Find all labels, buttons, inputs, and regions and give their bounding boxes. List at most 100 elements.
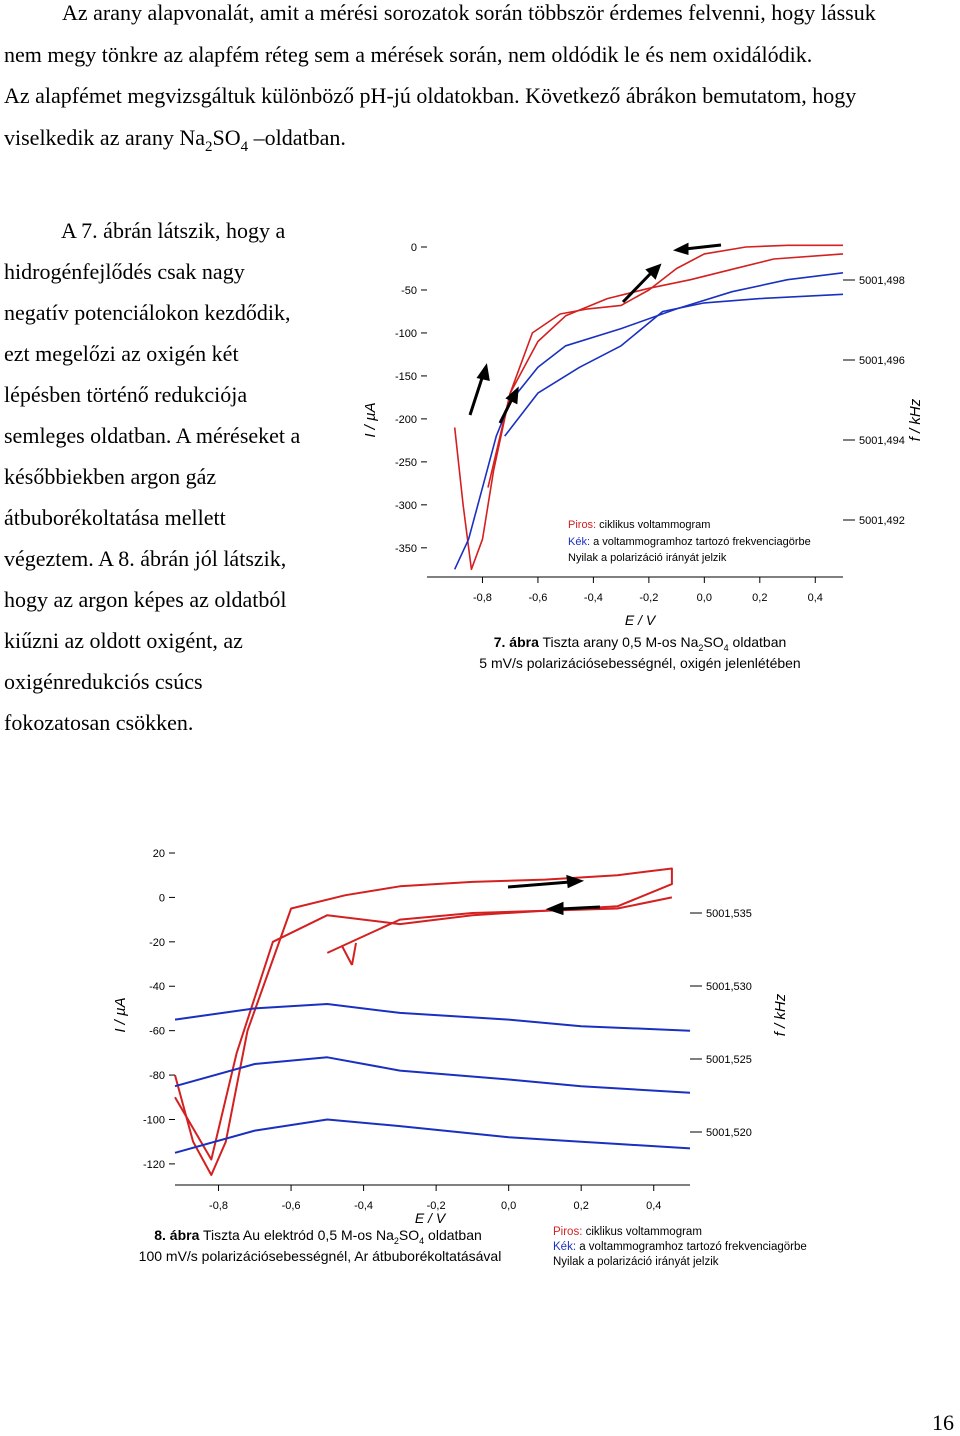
- fig7-y-ticks: 0 -50 -100 -150 -200 -250 -300 -350: [395, 242, 427, 555]
- fig7-ytick-label: -200: [395, 414, 417, 426]
- fig7-ytick-label: -300: [395, 500, 417, 512]
- fig7-series-line: [487, 244, 843, 488]
- fig7-xtick-label: 0,0: [697, 592, 712, 604]
- fig8-series: [174, 867, 691, 1176]
- left-line: semleges oldatban. A méréseket a: [4, 423, 301, 448]
- intro-line-1: Az arany alapvonalát, amit a mérési soro…: [62, 0, 876, 25]
- fig8-ytick-label: -60: [149, 1026, 165, 1038]
- intro-line-4: viselkedik az arany Na2SO4 –oldatban.: [0, 117, 960, 159]
- fig7-caption-pre: Tiszta arany 0,5 M-os Na: [539, 634, 699, 650]
- fig7-arrow: [498, 396, 515, 424]
- fig8-legend-blue-label: Kék:: [553, 1241, 576, 1253]
- fig8-red-arrow-line: [341, 945, 353, 966]
- fig8-xtick-label: -0,2: [427, 1200, 446, 1212]
- fig7-legend-blue-text: a voltammogramhoz tartozó frekvenciagörb…: [590, 536, 811, 548]
- fig8-ytick-label: -100: [143, 1114, 165, 1126]
- left-line: negatív potenciálokon kezdődik,: [4, 300, 291, 325]
- fig8-arrow-head: [566, 874, 585, 889]
- intro-line-4-pre: viselkedik az arany Na: [4, 124, 205, 150]
- intro-paragraph: Az arany alapvonalát, amit a mérési soro…: [0, 0, 960, 158]
- fig8-series-line: [174, 1003, 691, 1032]
- fig8-caption-pre: Tiszta Au elektród 0,5 M-os Na: [199, 1227, 394, 1243]
- fig8-xtick-label: 0,4: [646, 1200, 661, 1212]
- intro-sub-2: 2: [204, 138, 213, 155]
- fig7-legend-red-text: ciklikus voltammogram: [596, 519, 710, 531]
- left-line: fokozatosan csökken.: [4, 710, 194, 735]
- fig7-ytick-label: -150: [395, 371, 417, 383]
- fig7-series: [453, 244, 844, 571]
- intro-line-2: nem megy tönkre az alapfém réteg sem a m…: [4, 41, 813, 67]
- left-line: későbbiekben argon gáz: [4, 464, 217, 489]
- fig7-ytick-label: -100: [395, 328, 417, 340]
- fig7-y2tick-label: 5001,498: [859, 275, 905, 287]
- fig7-legend-blue: Kék: a voltammogramhoz tartozó frekvenci…: [568, 536, 811, 548]
- fig7-series-line: [453, 272, 844, 570]
- fig8-ytick-label: -80: [149, 1070, 165, 1082]
- fig8-xlabel: E / V: [415, 1210, 447, 1226]
- fig7-xtick-label: -0,2: [639, 592, 658, 604]
- fig8-series-line: [174, 1118, 691, 1154]
- fig8-series-line: [174, 896, 673, 1161]
- fig7-legend-red: Piros: ciklikus voltammogram: [568, 519, 710, 531]
- fig8-legend-red-label: Piros:: [553, 1226, 582, 1238]
- fig7-caption-mid: SO: [703, 634, 723, 650]
- fig8-legend-arrows: Nyilak a polarizáció irányát jelzik: [553, 1256, 719, 1268]
- fig7-y2-ticks: 5001,498 5001,496 5001,494 5001,492: [843, 275, 905, 527]
- left-line: végeztem. A 8. ábrán jól látszik,: [4, 546, 287, 571]
- fig8-caption-line2: 100 mV/s polarizációsebességnél, Ar átbu…: [139, 1248, 502, 1264]
- fig7-arrow-head: [645, 263, 662, 280]
- fig7-caption-sub1: 2: [698, 643, 703, 653]
- left-line: hogy az argon képes az oldatból: [4, 587, 287, 612]
- left-line: ezt megelőzi az oxigén két: [4, 341, 239, 366]
- fig8-y2tick-label: 5001,520: [706, 1127, 752, 1139]
- left-line: kiűzni az oldott oxigént, az: [4, 628, 243, 653]
- left-line: A 7. ábrán látszik, hogy a: [61, 218, 286, 243]
- fig8-y2tick-label: 5001,530: [706, 981, 752, 993]
- fig8-legend-blue-text: a voltammogramhoz tartozó frekvenciagörb…: [576, 1241, 807, 1253]
- left-line: átbuborékoltatása mellett: [4, 505, 226, 530]
- fig8-caption-sub2: 4: [419, 1236, 424, 1246]
- intro-line-4-mid: SO: [212, 124, 241, 150]
- fig8-red-arrow-line: [351, 942, 357, 966]
- fig7-series-line: [504, 293, 844, 437]
- left-line: hidrogénfejlődés csak nagy: [4, 259, 245, 284]
- left-line: lépésben történő redukciója: [4, 382, 248, 407]
- fig7-caption-line2: 5 mV/s polarizációsebességnél, oxigén je…: [479, 655, 800, 671]
- fig7-legend-blue-label: Kék:: [568, 536, 590, 548]
- fig7-caption-post: oldatban: [729, 634, 787, 650]
- left-line: oxigénredukciós csúcs: [4, 669, 203, 694]
- fig7-xtick-label: -0,8: [473, 592, 492, 604]
- fig7-x-ticks: -0,8 -0,6 -0,4 -0,2 0,0 0,2 0,4: [473, 577, 823, 604]
- figure-8-chart: I / µA f / kHz 20 0 -20 -40 -60 -80 -100 -120 5…: [112, 848, 807, 1268]
- figure-7-chart: I / µA f / kHz 0 -50 -100 -150 -200 -250 -300 -…: [362, 242, 924, 671]
- fig7-arrow: [684, 243, 722, 251]
- fig8-ytick-label: 0: [159, 892, 165, 904]
- fig7-ylabel: I / µA: [362, 402, 379, 437]
- fig7-y2tick-label: 5001,494: [859, 435, 905, 447]
- fig7-y2tick-label: 5001,496: [859, 355, 905, 367]
- fig7-ytick-label: -350: [395, 543, 417, 555]
- fig8-caption-mid: SO: [399, 1227, 419, 1243]
- fig7-y2label: f / kHz: [907, 398, 924, 441]
- fig7-xtick-label: 0,2: [752, 592, 767, 604]
- fig8-xtick-label: 0,0: [501, 1200, 516, 1212]
- fig7-y2tick-label: 5001,492: [859, 515, 905, 527]
- fig7-arrows: [468, 242, 722, 424]
- fig8-arrow: [507, 880, 571, 889]
- fig8-ytick-label: -20: [149, 937, 165, 949]
- fig8-caption-sub1: 2: [394, 1236, 399, 1246]
- fig8-arrows: [507, 874, 601, 916]
- fig7-arrow-head: [476, 363, 490, 381]
- fig8-caption-post: oldatban: [424, 1227, 482, 1243]
- intro-line-4-post: –oldatban.: [248, 124, 346, 150]
- fig8-ytick-label: 20: [153, 848, 165, 860]
- fig8-ytick-label: -120: [143, 1159, 165, 1171]
- fig7-legend-red-label: Piros:: [568, 519, 596, 531]
- fig7-arrow-head: [672, 242, 689, 256]
- fig8-legend-red: Piros: ciklikus voltammogram: [553, 1226, 702, 1238]
- fig8-y-ticks: 20 0 -20 -40 -60 -80 -100 -120: [143, 848, 175, 1171]
- fig8-caption-num: 8. ábra: [154, 1227, 199, 1243]
- fig8-xtick-label: -0,6: [282, 1200, 301, 1212]
- fig8-arrow: [559, 905, 601, 911]
- fig8-y2-ticks: 5001,535 5001,530 5001,525 5001,520: [690, 908, 752, 1139]
